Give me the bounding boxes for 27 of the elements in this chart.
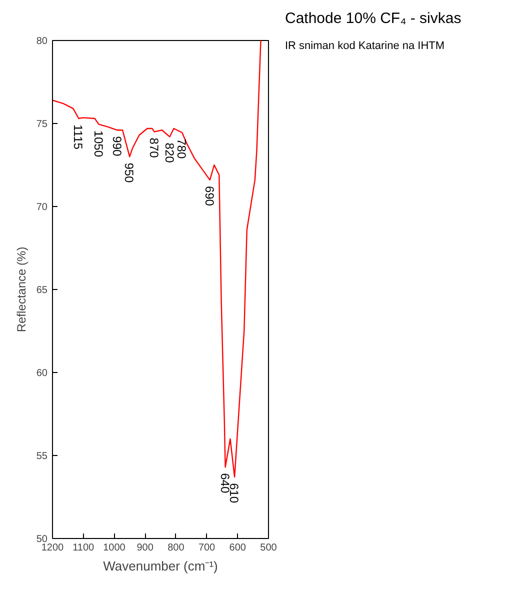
y-tick-label: 50	[36, 534, 48, 545]
x-tick-label: 900	[136, 542, 154, 554]
y-tick-label: 60	[36, 368, 48, 379]
y-axis-title: Reflectance (%)	[14, 246, 28, 332]
x-tick-label: 1000	[103, 542, 126, 554]
annotation: 950	[122, 162, 136, 184]
y-tick-label: 55	[36, 451, 48, 462]
x-tick-label: 1100	[72, 542, 95, 554]
y-tick-label: 65	[36, 285, 48, 296]
text: Cathode 10% CF₄ - sivkas	[285, 9, 462, 29]
x-tick-label: 1200	[41, 542, 64, 554]
x-tick-label: 700	[198, 542, 216, 554]
annotation: 870	[146, 138, 161, 158]
annotation: 690	[202, 186, 216, 206]
x-tick-label: 600	[229, 542, 246, 554]
x-tick-label: 800	[168, 542, 185, 554]
y-tick-label: 80	[36, 36, 48, 47]
annotation: 1115	[71, 124, 86, 150]
x-tick-label: 500	[260, 542, 278, 554]
text: IR sniman kod Katarine na IHTM	[285, 39, 445, 54]
annotation: 990	[110, 136, 124, 156]
x-axis-title: Wavenumber (cm⁻¹)	[103, 558, 218, 574]
annotation: 820	[162, 142, 176, 164]
annotation: 780	[174, 138, 189, 159]
y-tick-label: 70	[36, 202, 48, 213]
annotation: 1050	[91, 130, 106, 158]
y-tick-label: 75	[36, 119, 48, 130]
